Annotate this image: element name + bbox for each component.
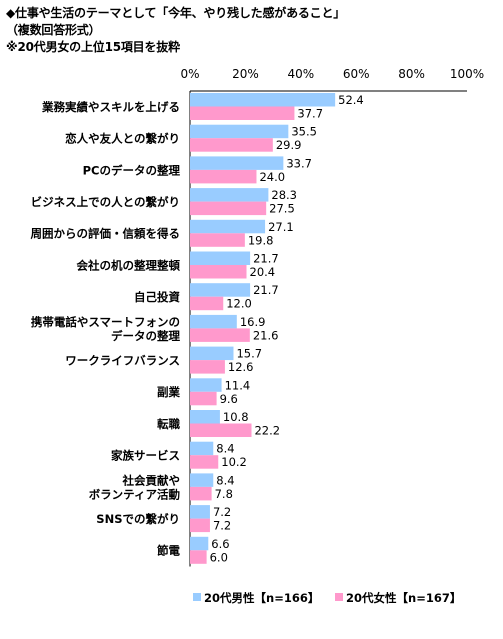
female-value-label: 10.2 (221, 455, 247, 469)
male-value-label: 16.9 (240, 315, 266, 329)
male-value-label: 8.4 (216, 442, 234, 456)
female-value-label: 9.6 (220, 392, 238, 406)
male-value-label: 28.3 (271, 188, 297, 202)
male-value-label: 33.7 (286, 156, 312, 170)
female-bar (190, 296, 224, 311)
category-label: 転職 (157, 417, 180, 431)
female-value-label: 19.8 (248, 233, 274, 247)
category-label: データの整理 (111, 329, 180, 343)
male-bar (190, 93, 336, 107)
category-label: 恋人や友人との繋がり (65, 132, 180, 146)
x-tick-label: 0% (180, 67, 199, 81)
category-label: 業務実績やスキルを上げる (41, 100, 180, 114)
category-label: 節電 (156, 544, 180, 558)
female-bar (190, 360, 225, 374)
female-bar (190, 328, 250, 342)
female-value-label: 12.0 (226, 297, 252, 311)
female-value-label: 24.0 (259, 170, 285, 184)
chart-subtitle: （複数回答形式） (6, 23, 101, 37)
male-bar (190, 283, 251, 297)
female-bar (190, 391, 217, 406)
category-label: ワークライフバランス (65, 353, 180, 367)
male-value-label: 10.8 (223, 410, 249, 424)
female-bar (190, 486, 212, 501)
female-value-label: 29.9 (276, 138, 302, 152)
female-value-label: 21.6 (253, 328, 279, 342)
female-bar (190, 233, 245, 247)
male-value-label: 35.5 (291, 125, 317, 139)
male-bar (190, 219, 266, 234)
male-bar (190, 156, 284, 170)
male-bar (190, 473, 214, 487)
category-label: ビジネス上での人との繋がり (31, 195, 180, 209)
legend-swatch-male (193, 593, 201, 601)
category-label: 会社の机の整理整頓 (76, 258, 181, 272)
male-value-label: 15.7 (236, 347, 262, 361)
x-tick-label: 40% (287, 67, 314, 81)
category-label: 携帯電話やスマートフォンの (31, 315, 180, 329)
legend-swatch-female (335, 593, 343, 601)
male-bar (190, 251, 251, 265)
male-bar (190, 188, 269, 202)
category-label: PCのデータの整理 (83, 163, 181, 177)
legend-label-female: 20代女性【n=167】 (346, 591, 461, 605)
male-value-label: 11.4 (225, 378, 251, 392)
legend-label-male: 20代男性【n=166】 (204, 591, 319, 605)
x-tick-label: 20% (232, 67, 259, 81)
female-value-label: 6.0 (210, 550, 228, 564)
female-value-label: 22.2 (254, 424, 280, 438)
male-bar (190, 346, 234, 361)
category-label: 家族サービス (111, 449, 180, 463)
category-label: 周囲からの評価・信頼を得る (31, 227, 181, 241)
male-bar (190, 441, 214, 456)
male-bar (190, 124, 289, 139)
male-value-label: 6.6 (211, 537, 229, 551)
male-bar (190, 536, 209, 551)
female-bar (190, 169, 257, 184)
chart-note: ※20代男女の上位15項目を抜粋 (6, 40, 180, 54)
male-bar (190, 410, 220, 424)
female-bar (190, 265, 247, 279)
category-label: ボランティア活動 (89, 487, 181, 501)
category-label: 自己投資 (134, 290, 180, 304)
female-bar (190, 138, 273, 152)
female-value-label: 7.2 (213, 519, 231, 533)
male-bar (190, 378, 222, 392)
category-label: 社会貢献や (122, 473, 181, 487)
x-tick-label: 80% (398, 67, 425, 81)
female-value-label: 37.7 (297, 107, 323, 121)
male-value-label: 52.4 (338, 93, 364, 107)
x-tick-label: 60% (343, 67, 370, 81)
male-value-label: 21.7 (253, 252, 279, 266)
x-tick-label: 100% (450, 67, 484, 81)
male-value-label: 7.2 (213, 505, 231, 519)
male-value-label: 8.4 (216, 473, 234, 487)
female-value-label: 7.8 (215, 487, 233, 501)
female-bar (190, 106, 295, 120)
male-value-label: 21.7 (253, 283, 279, 297)
category-label: SNSでの繋がり (96, 512, 180, 526)
female-bar (190, 423, 252, 437)
female-bar (190, 201, 267, 216)
category-label: 副業 (157, 385, 180, 399)
chart-title: ◆仕事や生活のテーマとして「今年、やり残した感があること」 (6, 6, 346, 20)
male-bar (190, 505, 210, 519)
female-bar (190, 518, 210, 533)
female-value-label: 12.6 (228, 360, 254, 374)
female-value-label: 20.4 (250, 265, 276, 279)
female-bar (190, 550, 207, 564)
male-value-label: 27.1 (268, 220, 294, 234)
male-bar (190, 314, 237, 329)
female-bar (190, 455, 219, 469)
female-value-label: 27.5 (269, 202, 295, 216)
